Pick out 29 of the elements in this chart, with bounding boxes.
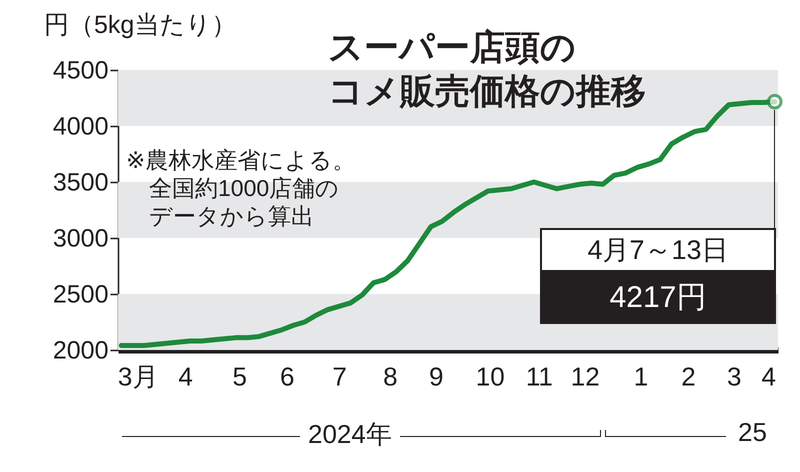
y-axis-title: 円（5kg当たり） — [44, 10, 236, 41]
annotation: ※農林水産省による。 — [126, 146, 356, 174]
x-tick-label: 10 — [476, 362, 505, 392]
y-tick-label: 4000 — [52, 112, 108, 140]
y-tick-label: 2500 — [52, 280, 108, 308]
annotation: 4月7～13日 — [540, 228, 776, 272]
x-tick-label: 7 — [332, 362, 347, 392]
annotation: データから算出 — [148, 202, 315, 230]
text: 25 — [738, 417, 767, 448]
x-tick-label: 1 — [634, 362, 648, 392]
y-tick-label: 3000 — [52, 224, 108, 252]
y-tick-label: 4500 — [52, 56, 108, 84]
x-tick-label: 11 — [526, 362, 553, 392]
x-tick-label: 12 — [570, 362, 600, 392]
y-tick-label: 3500 — [52, 168, 108, 196]
x-tick-label: 3月 — [118, 362, 158, 392]
y-tick-label: 2000 — [52, 336, 108, 364]
annotation: 4217円 — [540, 272, 776, 324]
x-tick-label: 8 — [383, 362, 398, 392]
x-tick-label: 4 — [761, 362, 776, 392]
x-tick-label: 4 — [178, 362, 193, 392]
x-tick-label: 2 — [681, 362, 696, 392]
text: 2024年 — [300, 417, 400, 452]
x-tick-label: 6 — [280, 362, 294, 392]
x-tick-label: 9 — [428, 362, 444, 392]
x-tick-label: 3 — [727, 362, 742, 392]
chart-title: スーパー店頭のコメ販売価格の推移 — [328, 27, 647, 113]
x-tick-label: 5 — [232, 362, 247, 392]
annotation: 全国約1000店舗の — [148, 174, 340, 202]
